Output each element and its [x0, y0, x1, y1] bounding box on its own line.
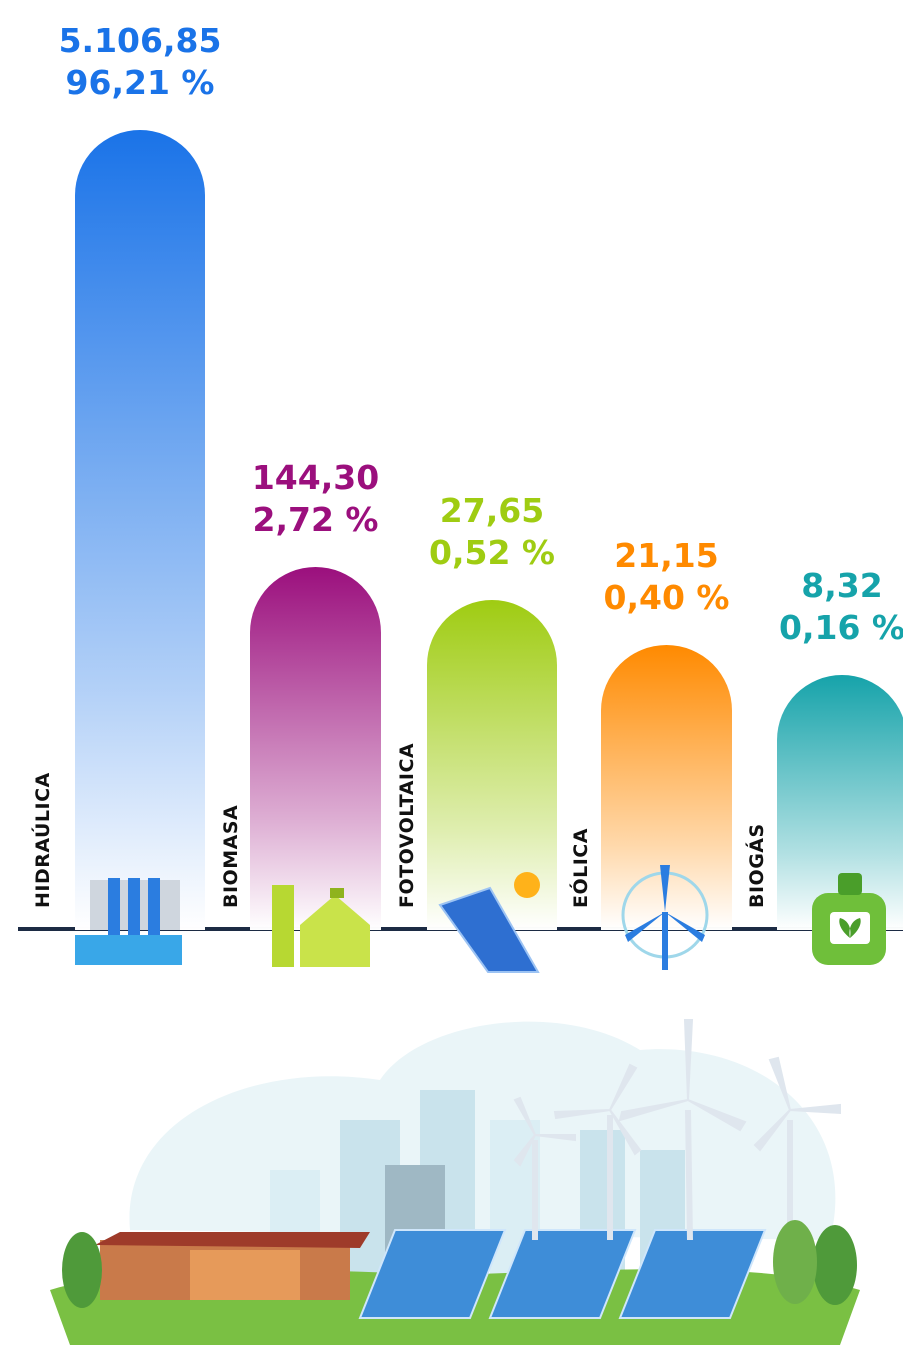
illustrations [0, 0, 903, 1350]
solar-icon [440, 872, 540, 972]
wind-icon [623, 865, 707, 970]
page: 5.106,8596,21 %HIDRAÚLICA144,302,72 %BIO… [0, 0, 903, 1350]
landscape [50, 1020, 860, 1345]
dam-icon [75, 878, 182, 965]
biogas-icon [812, 873, 886, 965]
biomass-icon [272, 885, 370, 967]
